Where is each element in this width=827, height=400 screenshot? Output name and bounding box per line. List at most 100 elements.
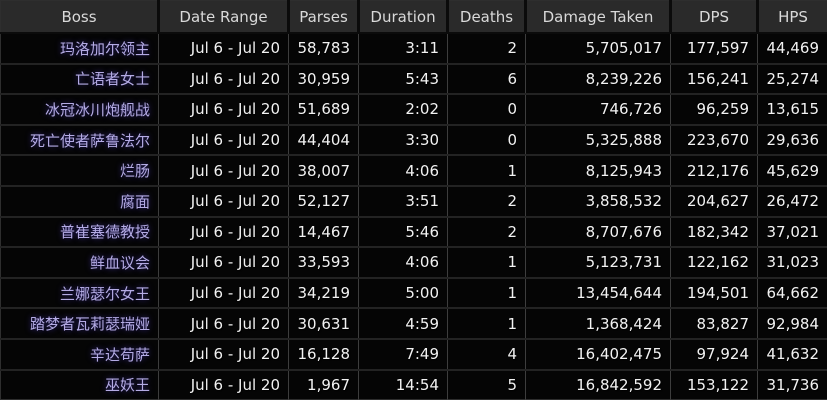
duration-cell: 4:06	[358, 246, 448, 278]
damage_taken-cell: 16,842,592	[525, 368, 671, 400]
table-row: 鲜血议会 Jul 6 - Jul 20 33,593 4:06 1 5,123,731 12…	[0, 246, 827, 278]
column-header-damage_taken: Damage Taken	[524, 0, 671, 34]
boss-link[interactable]: 死亡使者萨鲁法尔	[29, 131, 150, 150]
deaths-cell: 2	[447, 33, 526, 64]
deaths-cell: 6	[447, 62, 526, 95]
damage_taken-cell: 746,726	[525, 93, 671, 125]
table-row: 亡语者女士 Jul 6 - Jul 20 30,959 5:43 6 8,239,226 1…	[0, 62, 827, 95]
hps-cell: 26,472	[757, 184, 827, 217]
parses-cell: 51,689	[288, 93, 359, 125]
table-row: 普崔塞德教授 Jul 6 - Jul 20 14,467 5:46 2 8,707,676…	[0, 215, 827, 248]
dps-cell: 212,176	[670, 154, 758, 186]
table-row: 烂肠 Jul 6 - Jul 20 38,007 4:06 1 8,125,943 212,…	[0, 154, 827, 186]
table-row: 冰冠冰川炮舰战 Jul 6 - Jul 20 51,689 2:02 0 746,726 9…	[0, 93, 827, 125]
parses-cell: 1,967	[288, 368, 359, 400]
parses-cell: 16,128	[288, 337, 359, 370]
boss-link[interactable]: 兰娜瑟尔女王	[59, 284, 150, 303]
table-row: 死亡使者萨鲁法尔 Jul 6 - Jul 20 44,404 3:30 0 5,325,8…	[0, 123, 827, 156]
parses-cell: 38,007	[288, 154, 359, 186]
boss-link[interactable]: 巫妖王	[104, 376, 150, 395]
date_range-cell: Jul 6 - Jul 20	[158, 368, 289, 400]
date_range-cell: Jul 6 - Jul 20	[158, 62, 289, 95]
date_range-cell: Jul 6 - Jul 20	[158, 33, 289, 64]
parses-cell: 33,593	[288, 246, 359, 278]
duration-cell: 2:02	[358, 93, 448, 125]
boss-link[interactable]: 冰冠冰川炮舰战	[44, 100, 150, 119]
hps-cell: 13,615	[757, 93, 827, 125]
duration-cell: 3:30	[358, 123, 448, 156]
dps-cell: 153,122	[670, 368, 758, 400]
damage_taken-cell: 3,858,532	[525, 184, 671, 217]
column-header-dps: DPS	[669, 0, 758, 34]
boss-cell: 烂肠	[0, 154, 159, 186]
parses-cell: 34,219	[288, 276, 359, 309]
table-row: 踏梦者瓦莉瑟瑞娅 Jul 6 - Jul 20 30,631 4:59 1 1,368,4…	[0, 307, 827, 339]
date_range-cell: Jul 6 - Jul 20	[158, 93, 289, 125]
dps-cell: 204,627	[670, 184, 758, 217]
boss-cell: 鲜血议会	[0, 246, 159, 278]
boss-cell: 腐面	[0, 184, 159, 217]
parses-cell: 30,631	[288, 307, 359, 339]
hps-cell: 37,021	[757, 215, 827, 248]
duration-cell: 3:51	[358, 184, 448, 217]
damage_taken-cell: 5,705,017	[525, 33, 671, 64]
boss-cell: 死亡使者萨鲁法尔	[0, 123, 159, 156]
boss-link[interactable]: 烂肠	[119, 162, 150, 181]
boss-link[interactable]: 普崔塞德教授	[59, 223, 150, 242]
dps-cell: 83,827	[670, 307, 758, 339]
deaths-cell: 1	[447, 276, 526, 309]
hps-cell: 41,632	[757, 337, 827, 370]
boss-link[interactable]: 辛达苟萨	[89, 345, 150, 364]
boss-cell: 冰冠冰川炮舰战	[0, 93, 159, 125]
hps-cell: 64,662	[757, 276, 827, 309]
duration-cell: 4:06	[358, 154, 448, 186]
hps-cell: 92,984	[757, 307, 827, 339]
parses-cell: 44,404	[288, 123, 359, 156]
deaths-cell: 2	[447, 184, 526, 217]
column-header-duration: Duration	[357, 0, 448, 34]
hps-cell: 25,274	[757, 62, 827, 95]
duration-cell: 14:54	[358, 368, 448, 400]
table-row: 兰娜瑟尔女王 Jul 6 - Jul 20 34,219 5:00 1 13,454,64…	[0, 276, 827, 309]
boss-link[interactable]: 玛洛加尔领主	[59, 39, 150, 58]
column-header-parses: Parses	[287, 0, 359, 34]
boss-link[interactable]: 踏梦者瓦莉瑟瑞娅	[29, 315, 150, 334]
dps-cell: 96,259	[670, 93, 758, 125]
date_range-cell: Jul 6 - Jul 20	[158, 246, 289, 278]
column-header-deaths: Deaths	[446, 0, 526, 34]
dps-cell: 122,162	[670, 246, 758, 278]
deaths-cell: 1	[447, 307, 526, 339]
hps-cell: 31,736	[757, 368, 827, 400]
boss-cell: 亡语者女士	[0, 62, 159, 95]
hps-cell: 44,469	[757, 33, 827, 64]
column-header-date_range: Date Range	[157, 0, 289, 34]
damage_taken-cell: 5,325,888	[525, 123, 671, 156]
table-body: 玛洛加尔领主 Jul 6 - Jul 20 58,783 3:11 2 5,705,017…	[0, 33, 827, 400]
table-row: 巫妖王 Jul 6 - Jul 20 1,967 14:54 5 16,842,592 15…	[0, 368, 827, 400]
deaths-cell: 1	[447, 154, 526, 186]
duration-cell: 5:43	[358, 62, 448, 95]
boss-link[interactable]: 亡语者女士	[74, 70, 150, 89]
table-row: 腐面 Jul 6 - Jul 20 52,127 3:51 2 3,858,532 204,…	[0, 184, 827, 217]
damage_taken-cell: 5,123,731	[525, 246, 671, 278]
date_range-cell: Jul 6 - Jul 20	[158, 215, 289, 248]
dps-cell: 194,501	[670, 276, 758, 309]
dps-cell: 177,597	[670, 33, 758, 64]
date_range-cell: Jul 6 - Jul 20	[158, 123, 289, 156]
duration-cell: 5:46	[358, 215, 448, 248]
deaths-cell: 2	[447, 215, 526, 248]
boss-cell: 巫妖王	[0, 368, 159, 400]
damage_taken-cell: 8,239,226	[525, 62, 671, 95]
damage_taken-cell: 1,368,424	[525, 307, 671, 339]
boss-link[interactable]: 腐面	[119, 192, 150, 211]
date_range-cell: Jul 6 - Jul 20	[158, 184, 289, 217]
hps-cell: 45,629	[757, 154, 827, 186]
column-header-hps: HPS	[756, 0, 827, 34]
date_range-cell: Jul 6 - Jul 20	[158, 276, 289, 309]
table-row: 辛达苟萨 Jul 6 - Jul 20 16,128 7:49 4 16,402,475 9…	[0, 337, 827, 370]
boss-link[interactable]: 鲜血议会	[89, 253, 150, 272]
boss-cell: 玛洛加尔领主	[1, 33, 159, 64]
parses-cell: 58,783	[288, 33, 359, 64]
date_range-cell: Jul 6 - Jul 20	[158, 307, 289, 339]
